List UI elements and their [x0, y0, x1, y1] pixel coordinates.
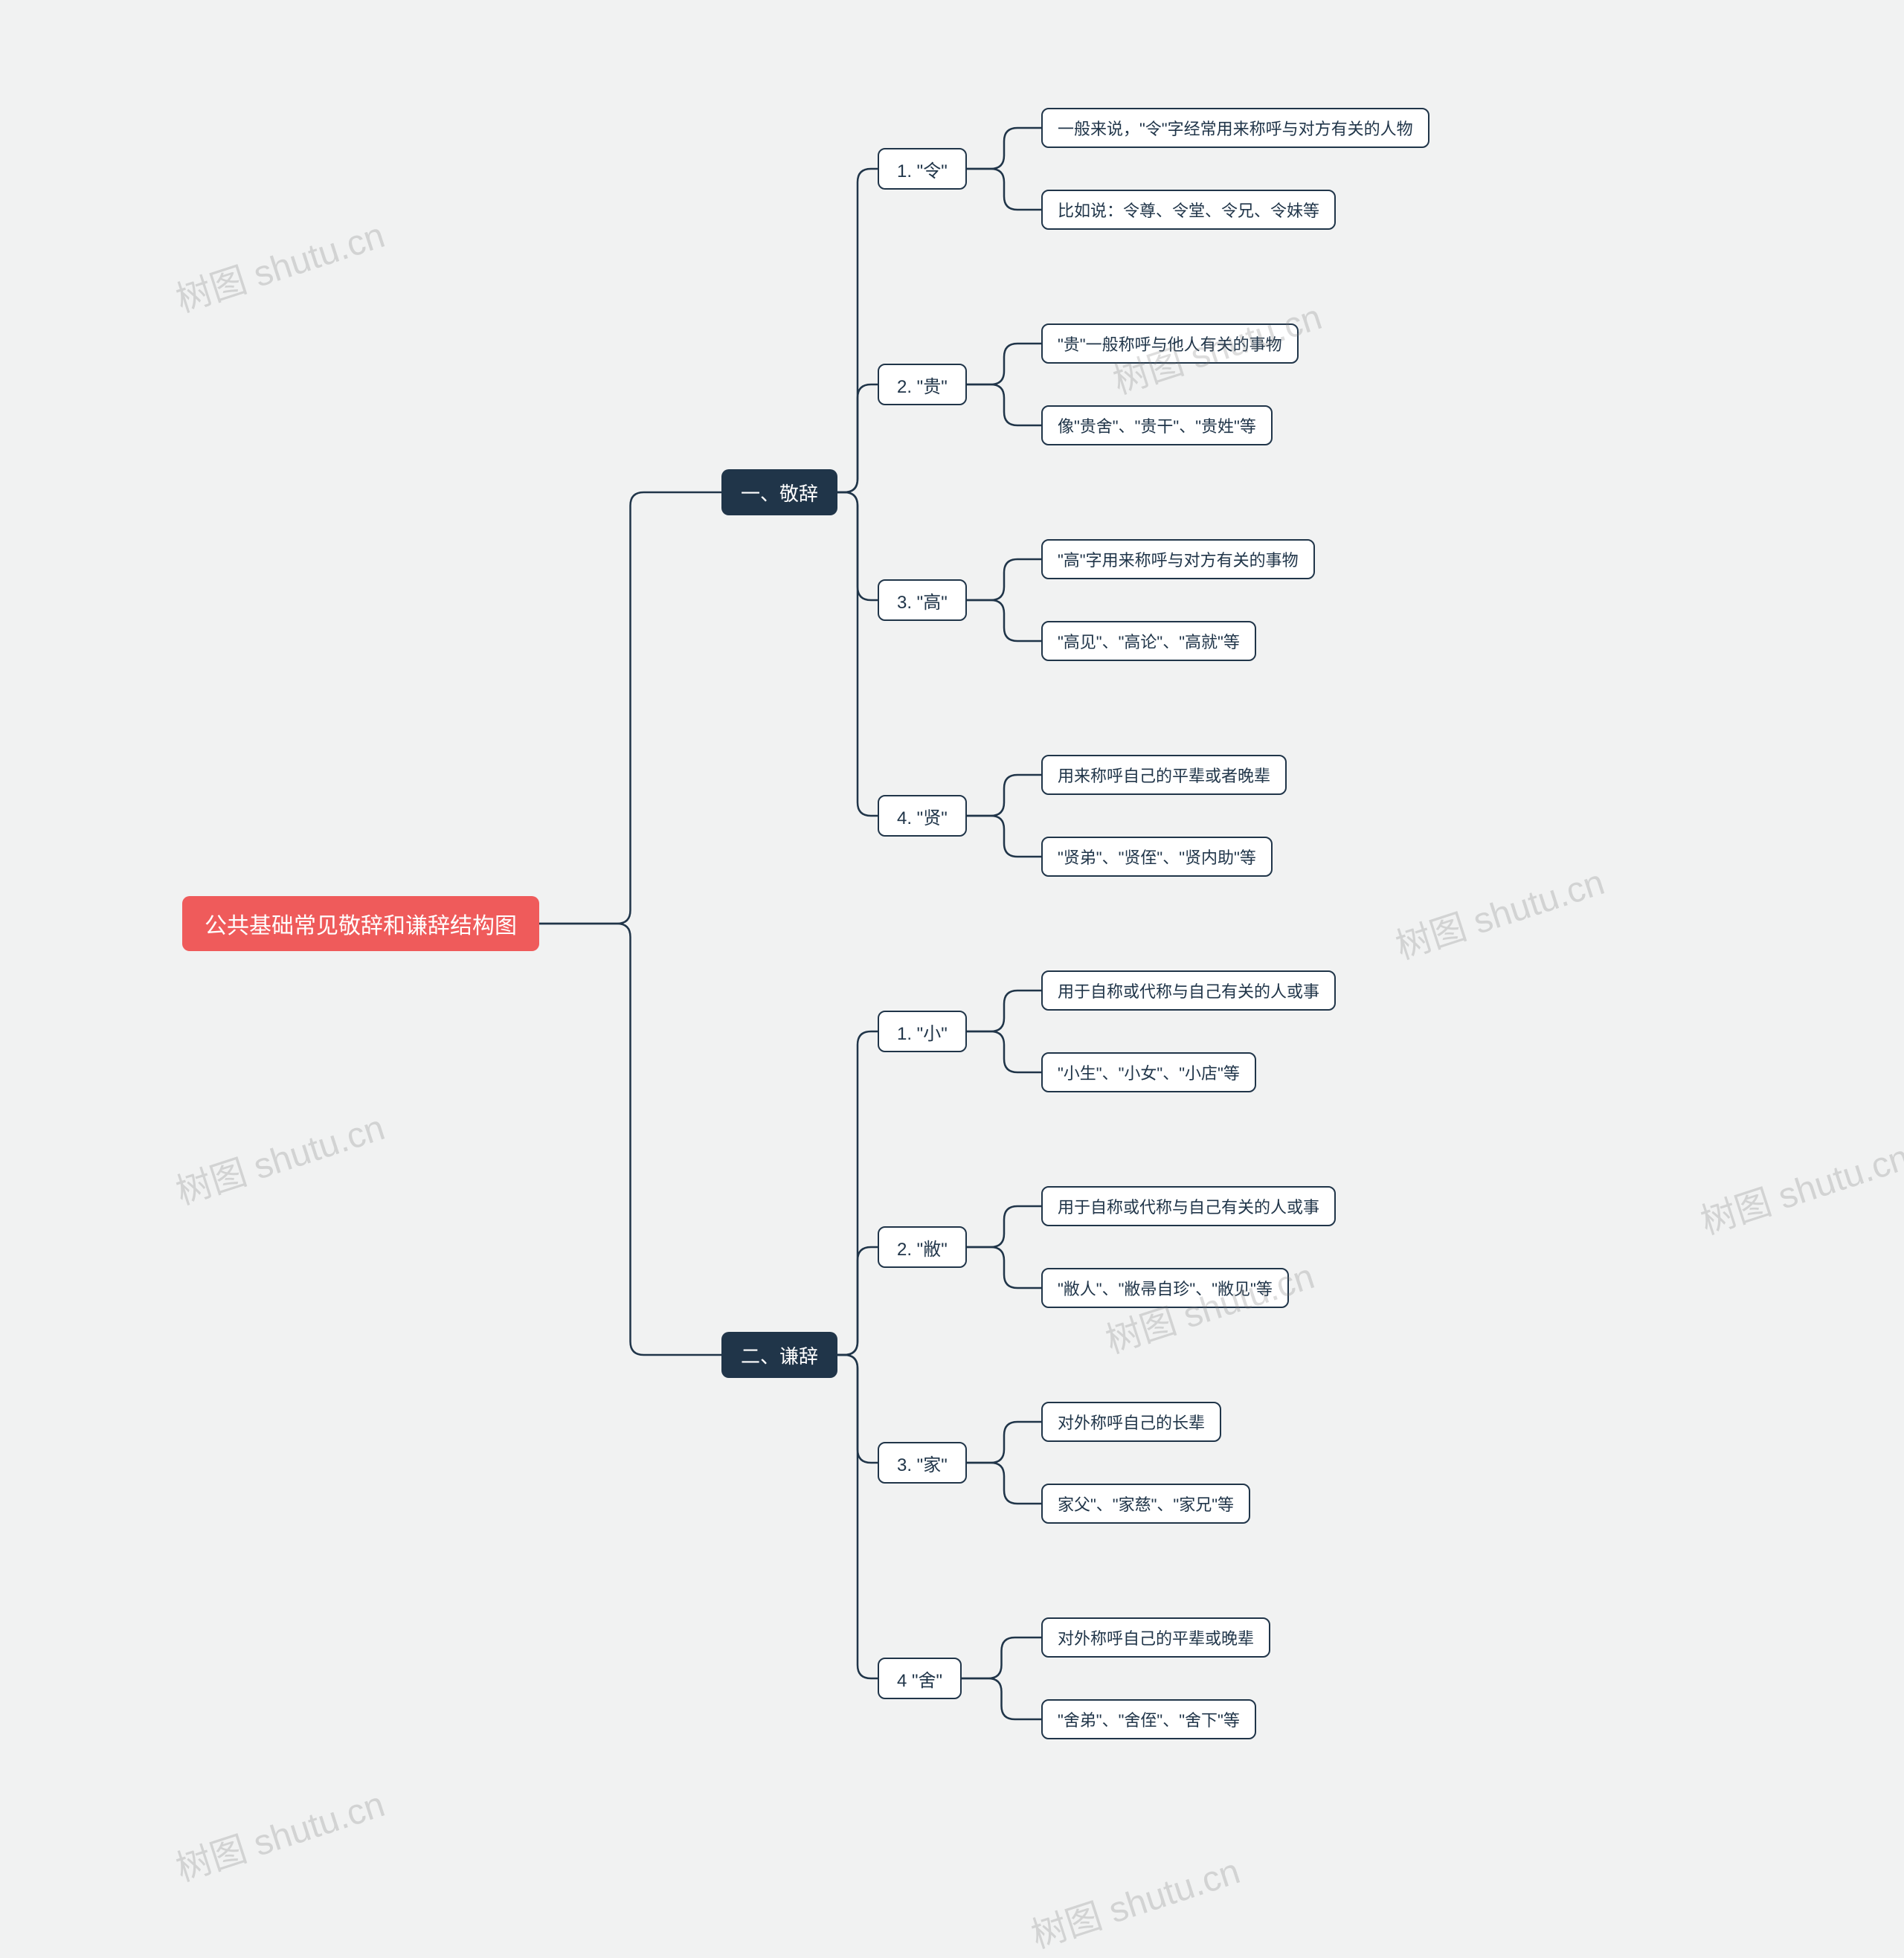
leaf-1-0-1: "小生"、"小女"、"小店"等	[1041, 1052, 1256, 1092]
watermark: 树图 shutu.cn	[168, 1098, 390, 1214]
leaf-1-2-1: 家父"、"家慈"、"家兄"等	[1041, 1484, 1250, 1524]
connectors-layer	[0, 0, 1904, 1946]
leaf-0-1-0: "贵"一般称呼与他人有关的事物	[1041, 323, 1299, 364]
leaf-1-1-1: "敝人"、"敝帚自珍"、"敝见"等	[1041, 1268, 1289, 1308]
leaf-1-2-0: 对外称呼自己的长辈	[1041, 1402, 1221, 1442]
sub-node-1-1: 2. "敝"	[878, 1226, 967, 1268]
leaf-1-3-0: 对外称呼自己的平辈或晚辈	[1041, 1617, 1270, 1658]
sub-node-1-0: 1. "小"	[878, 1011, 967, 1052]
leaf-0-3-0: 用来称呼自己的平辈或者晚辈	[1041, 755, 1287, 795]
leaf-1-0-0: 用于自称或代称与自己有关的人或事	[1041, 970, 1336, 1011]
sub-node-1-3: 4 "舍"	[878, 1658, 962, 1699]
leaf-1-1-0: 用于自称或代称与自己有关的人或事	[1041, 1186, 1336, 1226]
root-node: 公共基础常见敬辞和谦辞结构图	[182, 896, 539, 951]
leaf-0-0-0: 一般来说，"令"字经常用来称呼与对方有关的人物	[1041, 108, 1429, 148]
watermark: 树图 shutu.cn	[1388, 853, 1609, 969]
watermark: 树图 shutu.cn	[1693, 1128, 1904, 1244]
watermark: 树图 shutu.cn	[168, 206, 390, 322]
branch-node-0: 一、敬辞	[721, 469, 837, 515]
leaf-1-3-1: "舍弟"、"舍侄"、"舍下"等	[1041, 1699, 1256, 1739]
sub-node-0-0: 1. "令"	[878, 148, 967, 190]
sub-node-1-2: 3. "家"	[878, 1442, 967, 1484]
watermark: 树图 shutu.cn	[168, 1775, 390, 1891]
sub-node-0-2: 3. "高"	[878, 579, 967, 621]
sub-node-0-1: 2. "贵"	[878, 364, 967, 405]
sub-node-0-3: 4. "贤"	[878, 795, 967, 837]
leaf-0-3-1: "贤弟"、"贤侄"、"贤内助"等	[1041, 837, 1273, 877]
watermark: 树图 shutu.cn	[1023, 1842, 1245, 1958]
leaf-0-2-1: "高见"、"高论"、"高就"等	[1041, 621, 1256, 661]
branch-node-1: 二、谦辞	[721, 1332, 837, 1378]
leaf-0-0-1: 比如说：令尊、令堂、令兄、令妹等	[1041, 190, 1336, 230]
leaf-0-2-0: "高"字用来称呼与对方有关的事物	[1041, 539, 1315, 579]
mindmap-canvas: 公共基础常见敬辞和谦辞结构图 一、敬辞二、谦辞 一般来说，"令"字经常用来称呼与对方…	[0, 0, 1904, 1946]
leaf-0-1-1: 像"贵舍"、"贵干"、"贵姓"等	[1041, 405, 1273, 445]
